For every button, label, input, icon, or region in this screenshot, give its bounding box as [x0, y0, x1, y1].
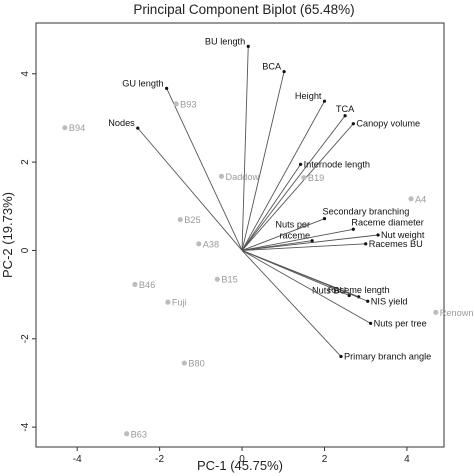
point-label-b80: B80: [188, 359, 204, 369]
vector-tip-internode-length: [298, 162, 303, 166]
variable-label-nut-weight: Nut weight: [381, 230, 425, 240]
y-tick-label: 4: [20, 71, 31, 77]
point-label-b19: B19: [308, 173, 324, 183]
point-b80: [181, 360, 187, 366]
point-b19: [301, 174, 307, 181]
vector-nut-weight: [242, 234, 379, 251]
vector-nuts-per-tree: [241, 250, 371, 324]
vector-tip-raceme-diameter: [351, 227, 355, 231]
axis-ticks: -4 -2 0 2 4 -4 -2 0 2 4: [20, 71, 410, 465]
vector-tip-primary-branch-angle: [339, 354, 343, 359]
x-axis-label: PC-1 (45.75%): [197, 458, 283, 473]
vector-primary-branch-angle: [241, 250, 342, 357]
vector-gu-length: [166, 88, 243, 251]
variable-label-nuts-bu: Nuts BU: [312, 286, 346, 296]
vector-tip-bu-length: [246, 44, 250, 49]
observation-points: B94 B93 Daddow B19 A4 B25 A38 B15 B46 Fuji Renown B…: [62, 99, 473, 439]
point-a38: [196, 241, 202, 247]
vector-tip-bca: [282, 69, 286, 74]
point-b94: [62, 125, 68, 131]
variable-label-nodes: Nodes: [108, 118, 135, 128]
y-tick-label: 2: [20, 159, 31, 165]
point-label-b15: B15: [221, 275, 237, 285]
vector-tip-nuts-per-raceme: [310, 239, 314, 243]
vector-tip-gu-length: [165, 86, 169, 90]
y-tick-label: -2: [20, 334, 31, 343]
point-label-b94: B94: [69, 123, 85, 133]
variable-label-secondary-branching: Secondary branching: [322, 207, 409, 217]
vector-tip-nodes: [136, 126, 140, 130]
variable-label-nuts-per-raceme: Nuts per raceme: [275, 220, 310, 241]
variable-label-primary-branch-angle: Primary branch angle: [344, 351, 431, 361]
vector-raceme-diameter: [241, 228, 354, 251]
point-label-a4: A4: [415, 194, 426, 204]
vector-bca: [241, 71, 285, 251]
point-label-daddow: Daddow: [225, 172, 259, 182]
y-tick-label: 0: [20, 247, 31, 253]
vector-nis-yield: [241, 250, 368, 302]
y-tick-label: -4: [20, 422, 31, 431]
x-tick-label: -2: [155, 454, 164, 465]
point-b46: [132, 281, 138, 288]
vector-canopy-volume: [241, 123, 354, 251]
point-daddow: [218, 173, 225, 179]
point-label-renown: Renown: [440, 308, 474, 318]
point-label-b46: B46: [139, 280, 155, 290]
variable-label-bu-length: BU length: [205, 36, 245, 46]
vector-tip-nuts-bu: [347, 293, 351, 298]
point-label-b25: B25: [184, 215, 200, 225]
vector-secondary-branching: [241, 218, 325, 251]
vector-tca: [241, 115, 346, 251]
point-b15: [214, 276, 220, 282]
vector-bu-length: [241, 46, 249, 251]
variable-label-nis-yield: NIS yield: [371, 296, 408, 306]
vector-racemes-bu: [242, 243, 366, 251]
chart-title: Principal Component Biplot (65.48%): [133, 2, 354, 17]
variable-label-nuts-per-tree: Nuts per tree: [374, 318, 427, 328]
vector-tip-tca: [343, 114, 347, 118]
x-tick-label: 4: [404, 454, 410, 465]
variable-label-gu-length: GU length: [122, 78, 163, 88]
variable-label-tca: TCA: [336, 104, 355, 114]
variable-label-raceme-length: Raceme length: [328, 285, 390, 295]
vector-nodes: [137, 127, 243, 251]
variable-label-height: Height: [295, 91, 322, 101]
point-renown: [433, 309, 439, 315]
variable-label-racemes-bu: Racemes BU: [369, 239, 423, 249]
point-label-fuji: Fuji: [172, 298, 187, 308]
point-label-b63: B63: [131, 429, 147, 439]
point-label-b93: B93: [180, 99, 196, 109]
vector-tip-height: [322, 99, 327, 103]
point-label-a38: A38: [203, 239, 219, 249]
x-tick-label: 0: [239, 454, 245, 465]
x-tick-label: -4: [73, 454, 82, 465]
vector-tip-nis-yield: [366, 299, 370, 303]
variable-label-bca: BCA: [262, 62, 282, 72]
vector-tip-canopy-volume: [351, 122, 355, 126]
variable-label-internode-length: Internode length: [304, 159, 370, 169]
point-b25: [177, 216, 183, 223]
point-a4: [408, 196, 414, 202]
vector-tip-racemes-bu: [364, 242, 368, 246]
x-tick-label: 2: [322, 454, 328, 465]
variable-label-canopy-volume: Canopy volume: [356, 119, 420, 129]
vector-tip-secondary-branching: [322, 217, 327, 221]
vector-internode-length: [241, 164, 301, 251]
y-axis-label: PC-2 (19.73%): [0, 192, 15, 278]
vector-nuts-per-raceme: [241, 240, 313, 251]
variable-label-raceme-diameter: Raceme diameter: [351, 217, 424, 227]
point-b63: [124, 431, 130, 437]
vector-tip-nuts-per-tree: [369, 321, 373, 325]
point-fuji: [165, 299, 171, 305]
point-b93: [173, 101, 179, 107]
vector-tip-nut-weight: [376, 233, 380, 237]
vector-height: [241, 100, 325, 251]
plot-frame: [35, 22, 445, 448]
